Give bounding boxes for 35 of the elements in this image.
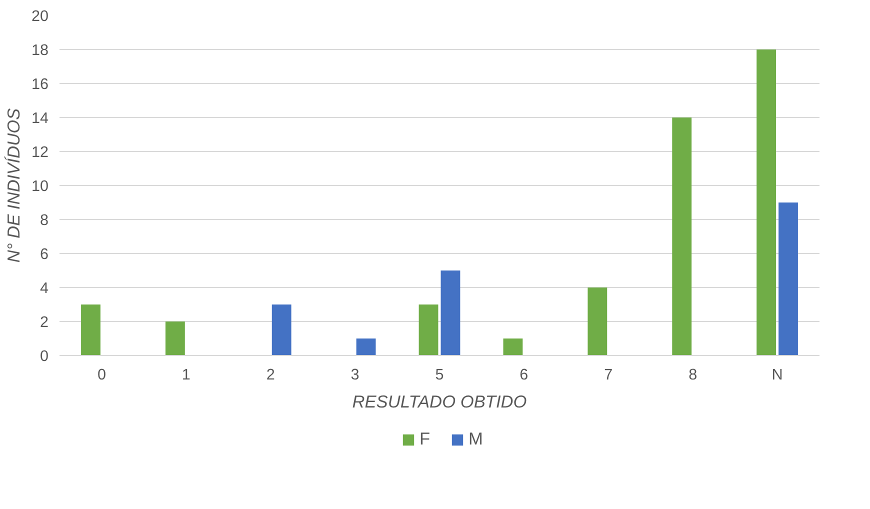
bar [503,338,523,356]
bar [272,304,292,356]
legend-label: F [420,428,432,450]
x-tick-label: 8 [688,366,698,384]
x-tick-label: 5 [435,366,444,384]
y-tick-label: 4 [40,280,49,297]
y-tick-label: 16 [31,76,49,93]
bar [81,304,100,356]
y-tick-label: 14 [31,110,49,127]
x-tick-label: 1 [182,366,190,384]
bar [778,202,798,356]
x-tick-label: 6 [520,366,528,384]
y-tick-label: 2 [40,314,49,331]
bar [440,270,460,356]
bar [672,118,692,356]
x-axis-title: RESULTADO OBTIDO [352,392,527,412]
y-tick-label: 6 [40,246,49,263]
bar [165,322,185,356]
y-tick-label: 10 [31,178,49,195]
bar [356,338,376,356]
x-tick-label: 2 [266,366,275,384]
bar [756,50,776,356]
x-tick-label: 0 [97,366,106,384]
y-tick-label: 8 [40,212,49,229]
legend-label: M [468,428,484,450]
x-tick-label: 7 [604,366,613,384]
y-tick-label: 12 [31,144,49,161]
y-tick-label: 18 [31,42,49,59]
bar [588,288,608,356]
bar [418,304,438,356]
y-axis-title: N° DE INDIVÍDUOS [3,108,24,263]
y-tick-label: 20 [31,8,49,25]
x-tick-label: 3 [350,366,360,384]
x-tick-label: N [772,366,783,384]
y-tick-label: 0 [40,348,49,365]
